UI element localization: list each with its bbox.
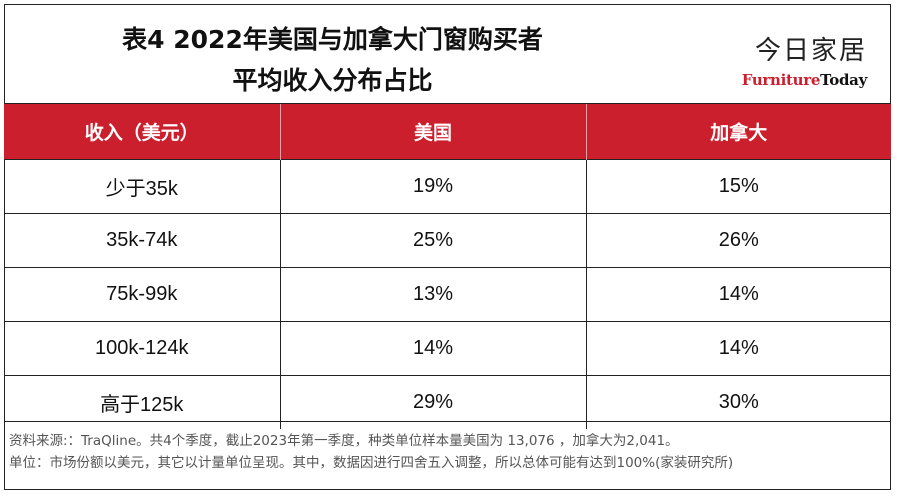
- column-header-income: 收入（美元）: [4, 104, 281, 160]
- income-cell: 35k-74k: [4, 213, 281, 268]
- usa-cell: 19%: [280, 159, 587, 214]
- canada-cell: 26%: [586, 213, 891, 268]
- usa-cell: 29%: [280, 375, 587, 429]
- table-row: 35k-74k 25% 26%: [4, 213, 891, 268]
- table-row: 75k-99k 13% 14%: [4, 267, 891, 322]
- table-header-row: 收入（美元） 美国 加拿大: [4, 104, 891, 160]
- income-distribution-table: 收入（美元） 美国 加拿大 少于35k 19% 15% 35k-74k 25% …: [4, 104, 891, 429]
- logo-furniture: Furniture: [741, 71, 821, 89]
- canada-cell: 14%: [586, 267, 891, 322]
- usa-cell: 25%: [280, 213, 587, 268]
- source-note: 资料来源:：TraQline。共4个季度，截止2023年第一季度，种类单位样本量…: [9, 433, 679, 449]
- canada-cell: 30%: [586, 375, 891, 429]
- table-row: 100k-124k 14% 14%: [4, 321, 891, 376]
- logo-english-text: FurnitureToday: [741, 71, 868, 89]
- table-row: 少于35k 19% 15%: [4, 159, 891, 214]
- usa-cell: 14%: [280, 321, 587, 376]
- canada-cell: 15%: [586, 159, 891, 214]
- income-cell: 75k-99k: [4, 267, 281, 322]
- column-header-canada: 加拿大: [586, 104, 891, 160]
- logo-today: Today: [820, 71, 867, 89]
- footer-notes: 资料来源:：TraQline。共4个季度，截止2023年第一季度，种类单位样本量…: [4, 421, 891, 490]
- page-subtitle: 平均收入分布占比: [232, 66, 433, 95]
- income-cell: 高于125k: [4, 375, 281, 429]
- column-header-usa: 美国: [280, 104, 587, 160]
- page-title: 表4 2022年美国与加拿大门窗购买者: [122, 25, 543, 54]
- usa-cell: 13%: [280, 267, 587, 322]
- income-cell: 少于35k: [4, 159, 281, 214]
- header: 表4 2022年美国与加拿大门窗购买者 平均收入分布占比 今日家居 Furnit…: [4, 4, 891, 104]
- brand-logo: 今日家居 FurnitureToday: [741, 30, 868, 89]
- logo-chinese-text: 今日家居: [754, 36, 867, 66]
- table-row: 高于125k 29% 30%: [4, 375, 891, 429]
- income-cell: 100k-124k: [4, 321, 281, 376]
- unit-note: 单位：市场份额以美元，其它以计量单位呈现。其中，数据因进行四舍五入调整，所以总体…: [9, 455, 734, 471]
- canada-cell: 14%: [586, 321, 891, 376]
